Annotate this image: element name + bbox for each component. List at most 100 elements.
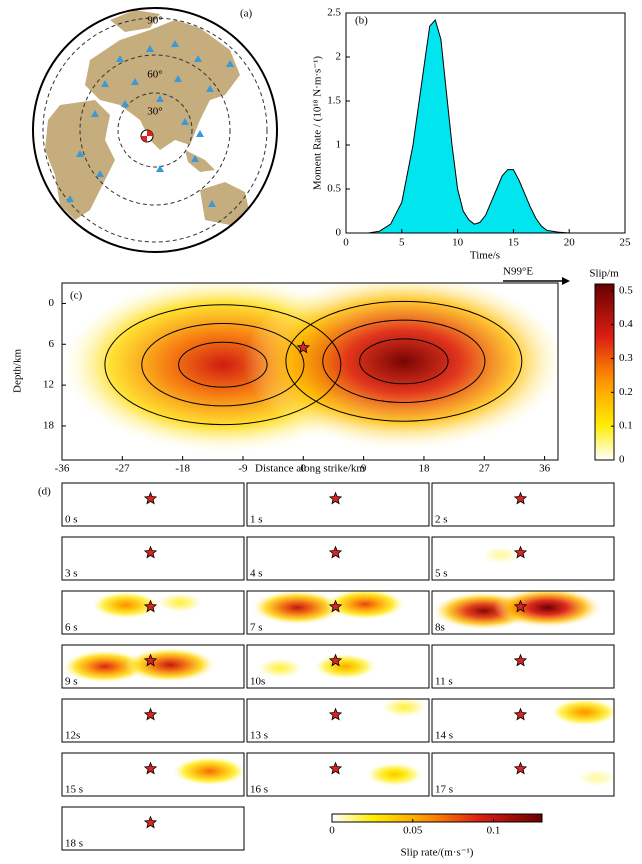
frame-label: 11 s	[435, 676, 453, 688]
x-tick-label: 36	[539, 463, 551, 475]
snapshot	[432, 537, 614, 580]
hypocenter	[143, 545, 158, 559]
y-tick-label: 2.5	[327, 7, 341, 19]
snapshot	[432, 699, 614, 742]
beachball-quadrant	[141, 130, 153, 142]
colorbar	[594, 283, 615, 461]
slip-rate-patch	[381, 699, 428, 718]
snapshot	[247, 591, 429, 634]
slip-patch	[243, 283, 558, 450]
snapshot	[247, 537, 429, 580]
colorbar	[331, 813, 543, 823]
axes-frame	[61, 282, 559, 461]
snapshot	[62, 591, 244, 634]
frame-label: 9 s	[65, 676, 78, 688]
hypocenter	[513, 599, 528, 613]
slip-rate-patch	[550, 699, 614, 726]
slip-rate-patch	[62, 650, 148, 683]
hypocenter	[143, 599, 158, 613]
land	[85, 20, 240, 150]
frame-label: 8s	[435, 622, 445, 634]
frame-label: 12s	[65, 730, 80, 742]
frame-label: 0 s	[65, 514, 78, 526]
snapshot-frame	[431, 482, 615, 527]
snapshot-bg	[432, 537, 614, 580]
snapshot-bg	[62, 699, 244, 742]
hypocenter	[513, 761, 528, 775]
colorbar-tick-label: 0.3	[619, 352, 633, 364]
frame-label: 18 s	[65, 838, 83, 850]
snapshot-frame	[246, 698, 430, 743]
hypocenter	[328, 599, 343, 613]
snapshot	[247, 645, 429, 688]
y-axis-label: Depth/km	[12, 349, 24, 393]
y-tick-label: 18	[43, 419, 55, 431]
snapshot	[247, 699, 429, 742]
snapshot	[62, 807, 244, 850]
frame-label: 16 s	[250, 784, 268, 796]
y-tick-label: 12	[43, 379, 54, 391]
x-tick-label: 0	[343, 237, 349, 249]
frame-label: 5 s	[435, 568, 448, 580]
snapshot	[247, 483, 429, 526]
contour	[359, 338, 449, 385]
land	[185, 150, 215, 172]
panel-label: (c)	[70, 290, 83, 302]
colorbar-tick-label: 0.4	[619, 318, 633, 330]
x-axis-label: Time/s	[470, 250, 500, 262]
snapshot-frame	[61, 644, 245, 689]
snapshot-frame	[61, 698, 245, 743]
y-tick-label: 0.5	[327, 183, 341, 195]
contour	[104, 304, 342, 426]
panel-label: (a)	[240, 8, 253, 20]
y-axis-label: Moment Rate / (10¹⁸ N·m·s⁻¹)	[312, 56, 324, 190]
snapshot-frame	[431, 644, 615, 689]
snapshot-bg	[62, 807, 244, 850]
slip-rate-patch	[576, 768, 614, 787]
x-axis-label: Distance along strike/km	[255, 463, 365, 475]
x-tick-label: 0	[301, 463, 307, 475]
axes-frame	[345, 12, 626, 234]
x-tick-label: -18	[175, 463, 190, 475]
colorbar-tick-label: 0.1	[619, 420, 633, 432]
snapshot-frame	[246, 590, 430, 635]
snapshot	[62, 537, 244, 580]
hypocenter	[143, 815, 158, 829]
frame-label: 17 s	[435, 784, 453, 796]
y-tick-label: 6	[49, 338, 55, 350]
slip-rate-patch	[257, 658, 304, 679]
hypocenter	[328, 653, 343, 667]
snapshot-frame	[61, 590, 245, 635]
frame-label: 1 s	[250, 514, 263, 526]
slip-rate-patch	[251, 591, 343, 625]
slip-rate-patch	[325, 591, 405, 620]
hypocenter	[143, 491, 158, 505]
snapshot	[62, 483, 244, 526]
snapshot-bg	[62, 537, 244, 580]
area	[346, 18, 570, 234]
x-tick-label: 25	[620, 237, 632, 249]
slip-rate-patch	[313, 653, 377, 680]
snapshot	[432, 591, 614, 634]
hypocenter	[328, 491, 343, 505]
slip-rate-patch	[124, 647, 216, 683]
snapshot	[247, 753, 429, 796]
hypocenter	[143, 653, 158, 667]
hypocenter	[513, 653, 528, 667]
x-tick-label: 15	[508, 237, 520, 249]
hypocenter	[328, 761, 343, 775]
snapshot-frame	[246, 482, 430, 527]
colorbar-tick-label: 0.1	[487, 825, 501, 837]
y-tick-label: 1.5	[327, 95, 341, 107]
slip-rate-patch	[172, 756, 244, 786]
distance-ring	[42, 17, 268, 243]
y-tick-label: 1	[336, 139, 342, 151]
snapshot-frame	[431, 590, 615, 635]
snapshot-frame	[431, 536, 615, 581]
frame-label: 15 s	[65, 784, 83, 796]
y-tick-label: 0	[49, 297, 55, 309]
x-tick-label: 20	[564, 237, 576, 249]
frame-label: 10s	[250, 676, 265, 688]
snapshot	[62, 699, 244, 742]
